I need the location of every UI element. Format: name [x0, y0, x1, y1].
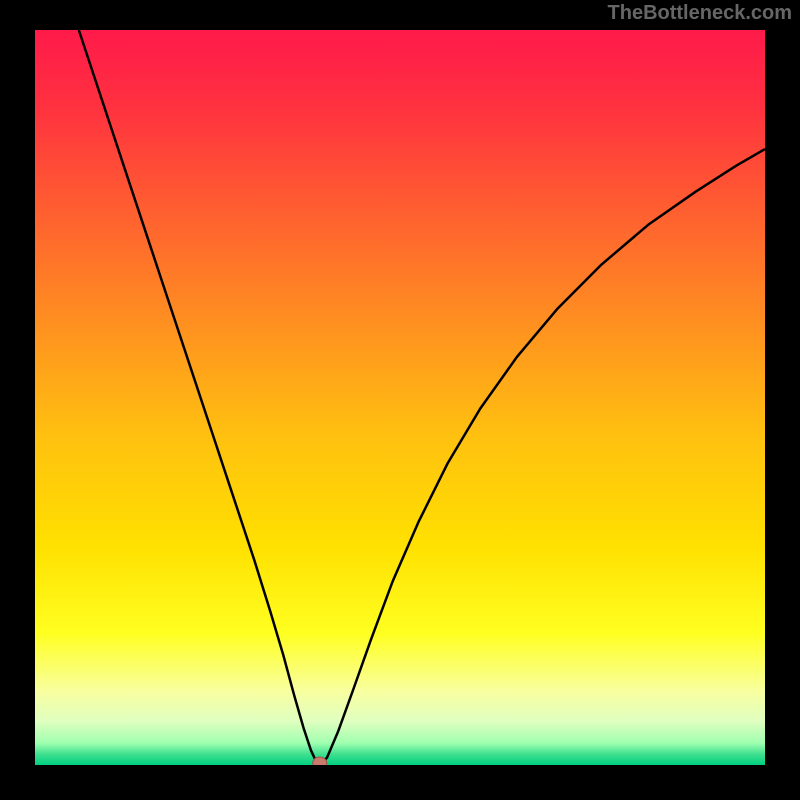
curve-layer	[0, 0, 800, 800]
chart-container: TheBottleneck.com	[0, 0, 800, 800]
curve-right-branch	[320, 149, 765, 765]
watermark-text: TheBottleneck.com	[608, 2, 792, 25]
curve-left-branch	[79, 30, 320, 765]
minimum-marker	[313, 757, 327, 769]
